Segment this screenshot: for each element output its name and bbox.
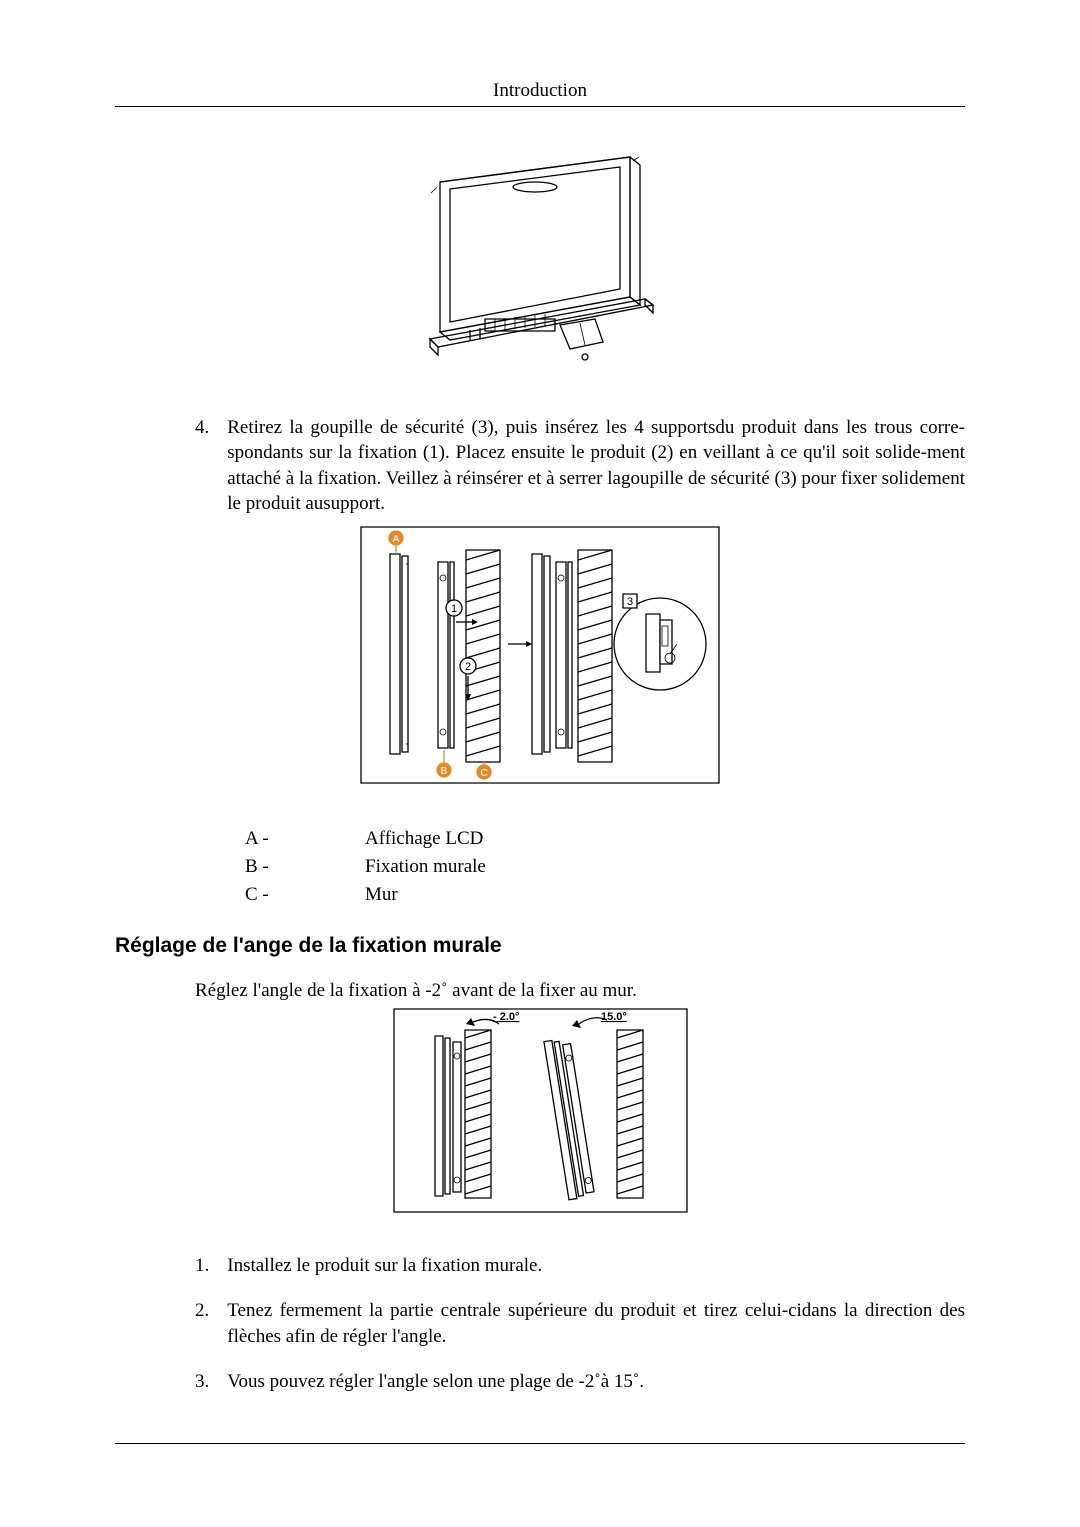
page: Introduction 4. Re [0, 0, 1080, 1527]
step-text: Installez le produit sur la fixation mur… [227, 1253, 965, 1278]
section-intro: Réglez l'angle de la fixation à -2˚ avan… [195, 980, 965, 1002]
callout-1: 1 [451, 603, 457, 615]
angle-label-right: 15.0° [601, 1011, 627, 1023]
legend-row: A - Affichage LCD [245, 828, 965, 850]
step-2: 2. Tenez fermement la partie centrale su… [195, 1298, 965, 1349]
step-list-top: 4. Retirez la goupille de sécurité (3), … [195, 415, 965, 516]
callout-3: 3 [627, 596, 633, 608]
legend-value: Fixation murale [365, 856, 965, 878]
callout-A: A [393, 534, 400, 545]
figure-angle-adjustment: - 2.0° 15.0° [393, 1008, 688, 1213]
callout-B: B [441, 766, 448, 777]
header-rule [115, 106, 965, 107]
step-4: 4. Retirez la goupille de sécurité (3), … [195, 415, 965, 516]
legend-value: Mur [365, 884, 965, 906]
callout-2: 2 [465, 661, 471, 673]
legend-value: Affichage LCD [365, 828, 965, 850]
step-text: Retirez la goupille de sécurité (3), pui… [227, 415, 965, 516]
legend-row: C - Mur [245, 884, 965, 906]
figure-wall-mount-assembly: 1 2 A B C 3 [360, 526, 720, 784]
page-header-title: Introduction [115, 80, 965, 102]
step-number: 3. [195, 1369, 209, 1394]
legend-row: B - Fixation murale [245, 856, 965, 878]
step-number: 4. [195, 415, 209, 516]
footer-rule [115, 1443, 965, 1444]
step-list-bottom: 1. Installez le produit sur la fixation … [195, 1253, 965, 1394]
legend-key: B - [245, 856, 365, 878]
callout-C: C [480, 768, 487, 779]
figure-tv-isometric [385, 147, 695, 377]
section-heading: Réglage de l'ange de la fixation murale [115, 934, 965, 958]
step-1: 1. Installez le produit sur la fixation … [195, 1253, 965, 1278]
step-number: 1. [195, 1253, 209, 1278]
legend-key: C - [245, 884, 365, 906]
angle-label-left: - 2.0° [493, 1011, 519, 1023]
step-3: 3. Vous pouvez régler l'angle selon une … [195, 1369, 965, 1394]
legend-table: A - Affichage LCD B - Fixation murale C … [245, 828, 965, 906]
step-text: Tenez fermement la partie centrale supér… [227, 1298, 965, 1349]
step-number: 2. [195, 1298, 209, 1349]
legend-key: A - [245, 828, 365, 850]
step-text: Vous pouvez régler l'angle selon une pla… [227, 1369, 965, 1394]
